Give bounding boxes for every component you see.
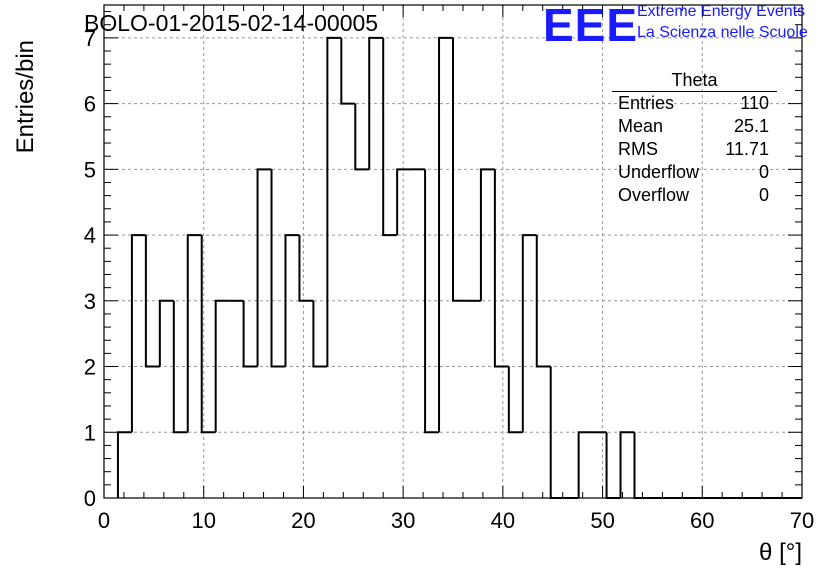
stats-label: Underflow — [618, 162, 700, 182]
histogram-bin — [298, 235, 314, 302]
stats-value: 0 — [758, 162, 769, 182]
logo-line-1: Extreme Energy Events — [637, 3, 806, 20]
stats-label: Entries — [618, 93, 675, 113]
histogram-bin — [354, 103, 370, 171]
histogram-bin — [479, 168, 495, 301]
histogram-bin — [256, 168, 272, 367]
y-tick-label: 6 — [84, 92, 96, 117]
eee-logo: EEE — [543, 0, 639, 51]
stats-value: 25.1 — [733, 116, 769, 136]
histogram-bin — [535, 235, 551, 368]
y-axis-label: Entries/bin — [12, 40, 39, 153]
histogram-bin — [186, 234, 202, 433]
histogram-bin — [605, 432, 621, 499]
histogram-bin — [577, 431, 593, 498]
histogram-bin — [493, 169, 509, 368]
histogram-bin — [368, 36, 384, 170]
histogram-bin — [284, 234, 300, 367]
y-tick-label: 0 — [84, 486, 96, 511]
x-tick-label: 0 — [98, 508, 110, 533]
histogram-bin — [438, 36, 453, 433]
x-tick-label: 10 — [191, 508, 215, 533]
x-tick-label: 40 — [491, 508, 515, 533]
histogram-bin — [116, 431, 132, 498]
y-tick-label: 4 — [84, 223, 96, 248]
stats-row-underflow: Underflow 0 — [612, 161, 777, 184]
y-tick-label: 1 — [84, 420, 96, 445]
histogram-bin — [144, 235, 160, 368]
stats-label: RMS — [618, 139, 658, 159]
histogram-bin — [158, 299, 174, 367]
stats-label: Overflow — [618, 185, 690, 205]
stats-value: 0 — [758, 185, 769, 205]
histogram-bin — [549, 366, 565, 499]
histogram-bin — [396, 168, 412, 236]
histogram-bin — [172, 300, 188, 434]
histogram-bin — [340, 37, 356, 105]
histogram-bin — [424, 169, 440, 434]
y-tick-label: 3 — [84, 289, 96, 314]
stats-value: 11.71 — [725, 139, 769, 159]
x-axis-label: θ [°] — [759, 539, 802, 566]
histogram-bin — [507, 366, 523, 434]
histogram-bin — [452, 37, 467, 302]
run-title: BOLO-01-2015-02-14-00005 — [84, 10, 379, 36]
histogram-bin — [382, 37, 398, 237]
stats-label: Mean — [618, 116, 664, 136]
x-tick-label: 20 — [291, 508, 315, 533]
stats-box: Theta Entries 110 Mean 25.1 RMS 11.71 Un… — [612, 70, 777, 207]
stats-row-overflow: Overflow 0 — [612, 184, 777, 207]
stats-row-entries: Entries 110 — [612, 92, 777, 115]
y-tick-label: 7 — [84, 26, 96, 51]
stats-value: 110 — [740, 93, 769, 113]
histogram-bin — [633, 432, 649, 499]
y-tick-label: 2 — [84, 355, 96, 380]
x-tick-label: 30 — [391, 508, 415, 533]
x-tick-label: 60 — [690, 508, 714, 533]
histogram-bin — [521, 234, 537, 433]
histogram-bin — [270, 169, 286, 368]
histogram-bin — [214, 299, 230, 433]
stats-row-rms: RMS 11.71 — [612, 138, 777, 161]
x-tick-label: 70 — [790, 508, 814, 533]
histogram-bin — [200, 235, 216, 434]
plot-frame — [103, 4, 803, 499]
y-tick-label: 5 — [84, 157, 96, 182]
histogram-bin — [326, 36, 342, 367]
stats-row-mean: Mean 25.1 — [612, 115, 777, 138]
stats-title: Theta — [612, 70, 777, 92]
histogram-bin — [130, 234, 146, 433]
histogram-bin — [619, 431, 635, 498]
histogram-bin — [242, 300, 258, 368]
logo-line-2: La Scienza nelle Scuole — [637, 24, 808, 41]
histogram-bin — [312, 300, 328, 368]
x-tick-label: 50 — [590, 508, 614, 533]
